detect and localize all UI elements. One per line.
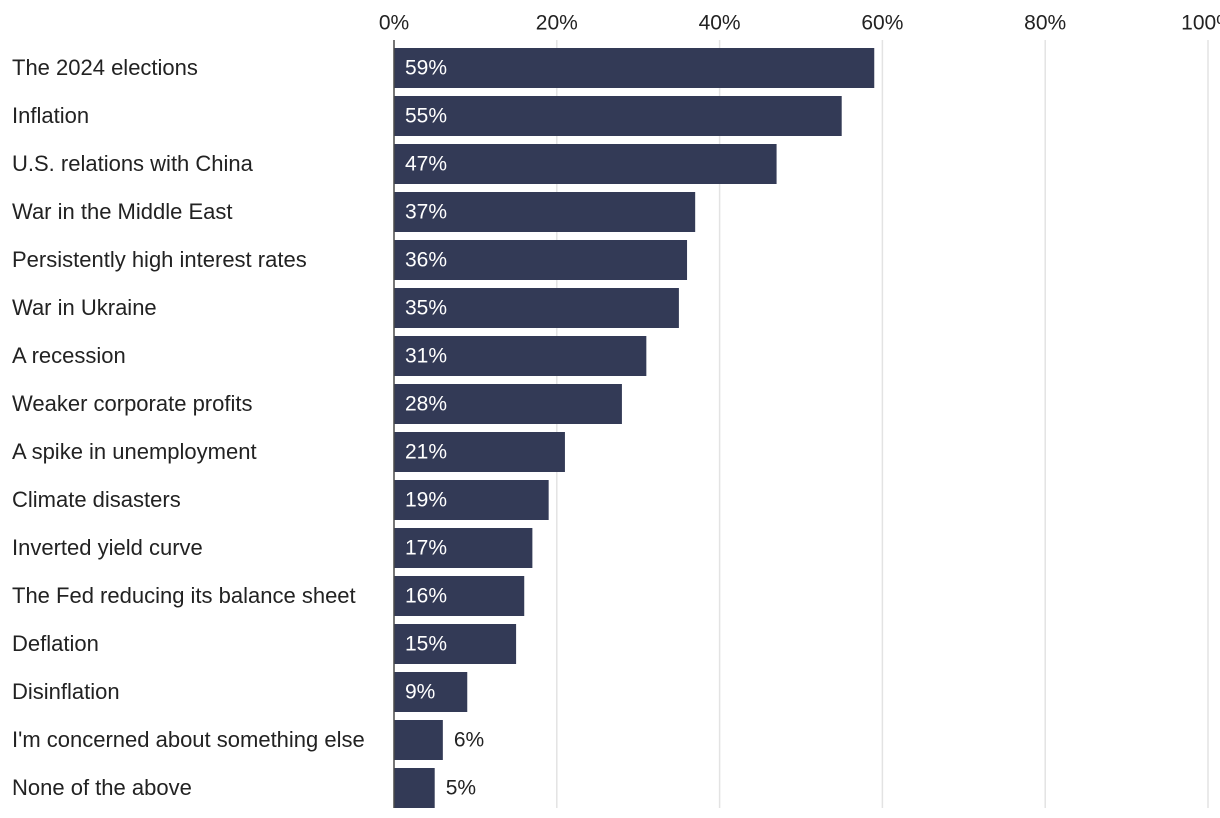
value-label: 9% [405, 681, 435, 704]
bar [394, 144, 777, 184]
value-label: 19% [405, 489, 447, 512]
value-label: 47% [405, 153, 447, 176]
category-label: War in Ukraine [12, 295, 157, 320]
bar [394, 672, 468, 712]
bars [394, 48, 875, 808]
bar [394, 624, 517, 664]
bar [394, 48, 875, 88]
category-label: Inflation [12, 103, 89, 128]
value-label: 16% [405, 585, 447, 608]
category-label: The 2024 elections [12, 55, 198, 80]
bar [394, 240, 688, 280]
x-tick-label: 80% [1024, 12, 1066, 35]
x-tick-label: 100% [1181, 12, 1220, 35]
x-tick-label: 20% [536, 12, 578, 35]
bar [394, 432, 565, 472]
category-label: War in the Middle East [12, 199, 233, 224]
value-label: 36% [405, 249, 447, 272]
value-label: 21% [405, 441, 447, 464]
bar [394, 528, 533, 568]
category-label: Deflation [12, 631, 99, 656]
category-label: Persistently high interest rates [12, 247, 307, 272]
value-label: 17% [405, 537, 447, 560]
category-label: Disinflation [12, 679, 120, 704]
value-label: 28% [405, 393, 447, 416]
bar [394, 288, 679, 328]
category-label: Weaker corporate profits [12, 391, 252, 416]
value-label: 6% [454, 729, 484, 752]
value-label: 15% [405, 633, 447, 656]
x-tick-label: 60% [861, 12, 903, 35]
x-axis-ticks: 0% 20% 40% 60% 80% 100% [379, 12, 1220, 35]
bar [394, 192, 696, 232]
category-label: The Fed reducing its balance sheet [12, 583, 356, 608]
value-label: 59% [405, 57, 447, 80]
category-label: Climate disasters [12, 487, 181, 512]
value-labels: 59% 55% 47% 37% 36% 35% 31% 28% 21% 19% 17% 16% 15% 9… [405, 57, 484, 800]
category-label: I'm concerned about something else [12, 727, 365, 752]
category-label: U.S. relations with China [12, 151, 254, 176]
bar [394, 576, 525, 616]
bar [394, 480, 549, 520]
value-label: 37% [405, 201, 447, 224]
category-label: A recession [12, 343, 126, 368]
x-tick-label: 40% [699, 12, 741, 35]
value-label: 55% [405, 105, 447, 128]
value-label: 35% [405, 297, 447, 320]
bar [394, 384, 622, 424]
category-label: Inverted yield curve [12, 535, 203, 560]
bar [394, 768, 435, 808]
bar [394, 336, 647, 376]
category-label: A spike in unemployment [12, 439, 257, 464]
x-tick-label: 0% [379, 12, 409, 35]
category-label: None of the above [12, 775, 192, 800]
bar [394, 720, 443, 760]
bar [394, 96, 842, 136]
category-labels: The 2024 elections Inflation U.S. relation… [12, 55, 365, 800]
value-label: 31% [405, 345, 447, 368]
value-label: 5% [446, 777, 476, 800]
